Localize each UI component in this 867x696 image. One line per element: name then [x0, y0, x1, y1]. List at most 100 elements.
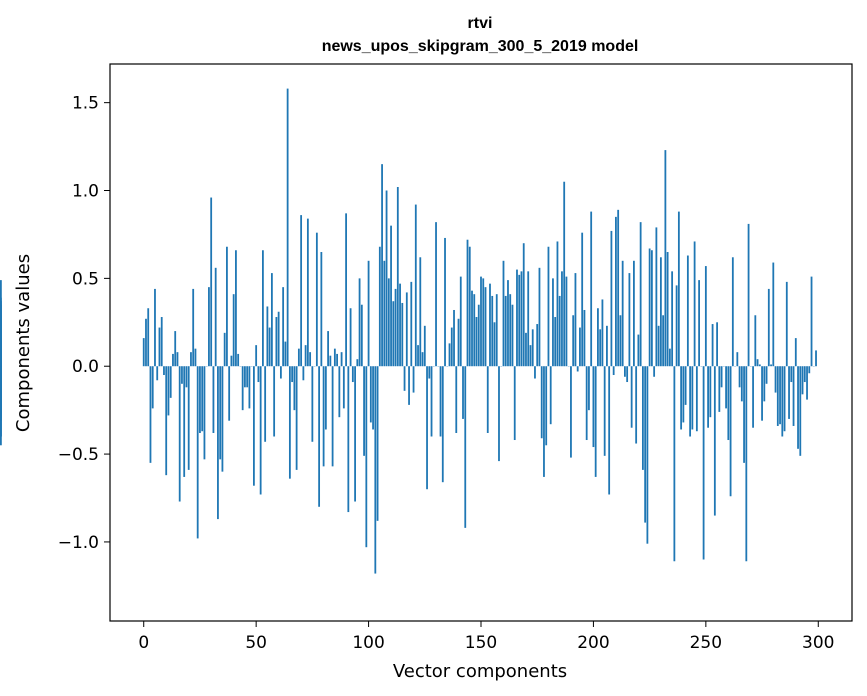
- bar-52: [259, 366, 262, 495]
- bar-104: [376, 366, 379, 521]
- bar-153: [486, 366, 489, 433]
- bar-276: [763, 366, 766, 402]
- bar-220: [637, 334, 640, 367]
- bar-undefined: [0, 366, 2, 418]
- bar-132: [439, 366, 442, 437]
- bar-197: [585, 366, 588, 441]
- bar-32: [214, 267, 217, 367]
- bar-182: [552, 278, 554, 367]
- bar-37: [226, 246, 228, 367]
- bar-124: [421, 352, 424, 367]
- x-tick-label: 50: [245, 633, 267, 653]
- bar-236: [673, 366, 676, 562]
- bar-42: [237, 353, 240, 367]
- bar-265: [738, 366, 741, 388]
- bar-26: [201, 366, 204, 432]
- bar-20: [187, 366, 190, 470]
- bar-241: [684, 366, 687, 405]
- bar-184: [556, 241, 559, 367]
- bar-246: [695, 366, 698, 432]
- bar-239: [680, 366, 683, 430]
- bar-27: [203, 366, 206, 460]
- bar-251: [707, 366, 709, 428]
- bar-78: [318, 366, 321, 507]
- bar-151: [482, 278, 485, 367]
- bar-284: [781, 366, 784, 437]
- bar-15: [176, 352, 179, 367]
- bar-219: [635, 366, 638, 444]
- bar-209: [612, 366, 615, 376]
- bar-133: [441, 366, 444, 483]
- bar-123: [419, 257, 422, 367]
- bar-6: [156, 366, 159, 381]
- bar-173: [531, 329, 534, 367]
- bar-86: [336, 353, 338, 367]
- bar-204: [601, 299, 604, 367]
- bar-53: [262, 250, 264, 367]
- bar-213: [621, 260, 624, 367]
- bar-183: [554, 317, 557, 367]
- bar-170: [525, 332, 527, 367]
- bar-59: [275, 317, 278, 367]
- bar-19: [185, 366, 188, 388]
- y-tick-label: 1.0: [72, 182, 99, 202]
- bar-237: [675, 285, 678, 367]
- bar-51: [257, 366, 260, 383]
- bar-194: [579, 327, 581, 367]
- bar-192: [574, 273, 577, 367]
- bar-225: [648, 248, 651, 367]
- bar-118: [408, 366, 410, 405]
- bar-138: [453, 309, 455, 367]
- bar-164: [511, 304, 514, 367]
- bar-155: [491, 295, 494, 367]
- bar-160: [502, 260, 505, 367]
- bar-38: [228, 366, 231, 421]
- bar-56: [268, 327, 271, 367]
- bar-181: [549, 366, 552, 425]
- bar-218: [633, 260, 635, 367]
- bar-46: [246, 366, 249, 388]
- bar-81: [324, 366, 327, 430]
- bar-245: [693, 241, 696, 367]
- bar-240: [682, 366, 685, 423]
- bar-202: [597, 308, 599, 367]
- bar-175: [536, 324, 539, 367]
- x-tick-label: 100: [352, 633, 384, 653]
- bar-262: [731, 257, 734, 367]
- bar-273: [756, 359, 759, 367]
- bar-280: [772, 262, 775, 367]
- bar-217: [630, 366, 633, 428]
- bar-247: [698, 280, 700, 367]
- bar-216: [628, 273, 631, 367]
- bar-134: [444, 237, 446, 367]
- bar-166: [516, 269, 518, 367]
- bar-17: [181, 366, 183, 384]
- bar-116: [403, 366, 406, 391]
- bar-249: [702, 366, 705, 560]
- bar-177: [540, 366, 543, 439]
- bar-207: [608, 366, 611, 495]
- bar-165: [513, 366, 516, 441]
- bar-163: [509, 294, 512, 367]
- bar-10: [165, 366, 168, 476]
- bar-148: [475, 317, 478, 367]
- bar-119: [410, 281, 413, 367]
- bar-21: [190, 352, 192, 367]
- bar-2: [147, 308, 150, 367]
- bar-110: [390, 225, 392, 367]
- bar-112: [394, 288, 397, 367]
- x-tick-label: 150: [465, 633, 497, 653]
- bar-211: [617, 209, 620, 367]
- y-tick-label: 1.5: [72, 94, 99, 114]
- bar-282: [776, 366, 779, 426]
- bar-272: [754, 315, 757, 367]
- bar-114: [399, 283, 401, 367]
- bar-224: [646, 366, 649, 544]
- bar-283: [779, 366, 781, 425]
- bar-242: [686, 255, 689, 367]
- bar-147: [473, 294, 476, 367]
- bar-274: [758, 364, 761, 367]
- bar-24: [196, 366, 199, 539]
- bar-162: [507, 280, 509, 367]
